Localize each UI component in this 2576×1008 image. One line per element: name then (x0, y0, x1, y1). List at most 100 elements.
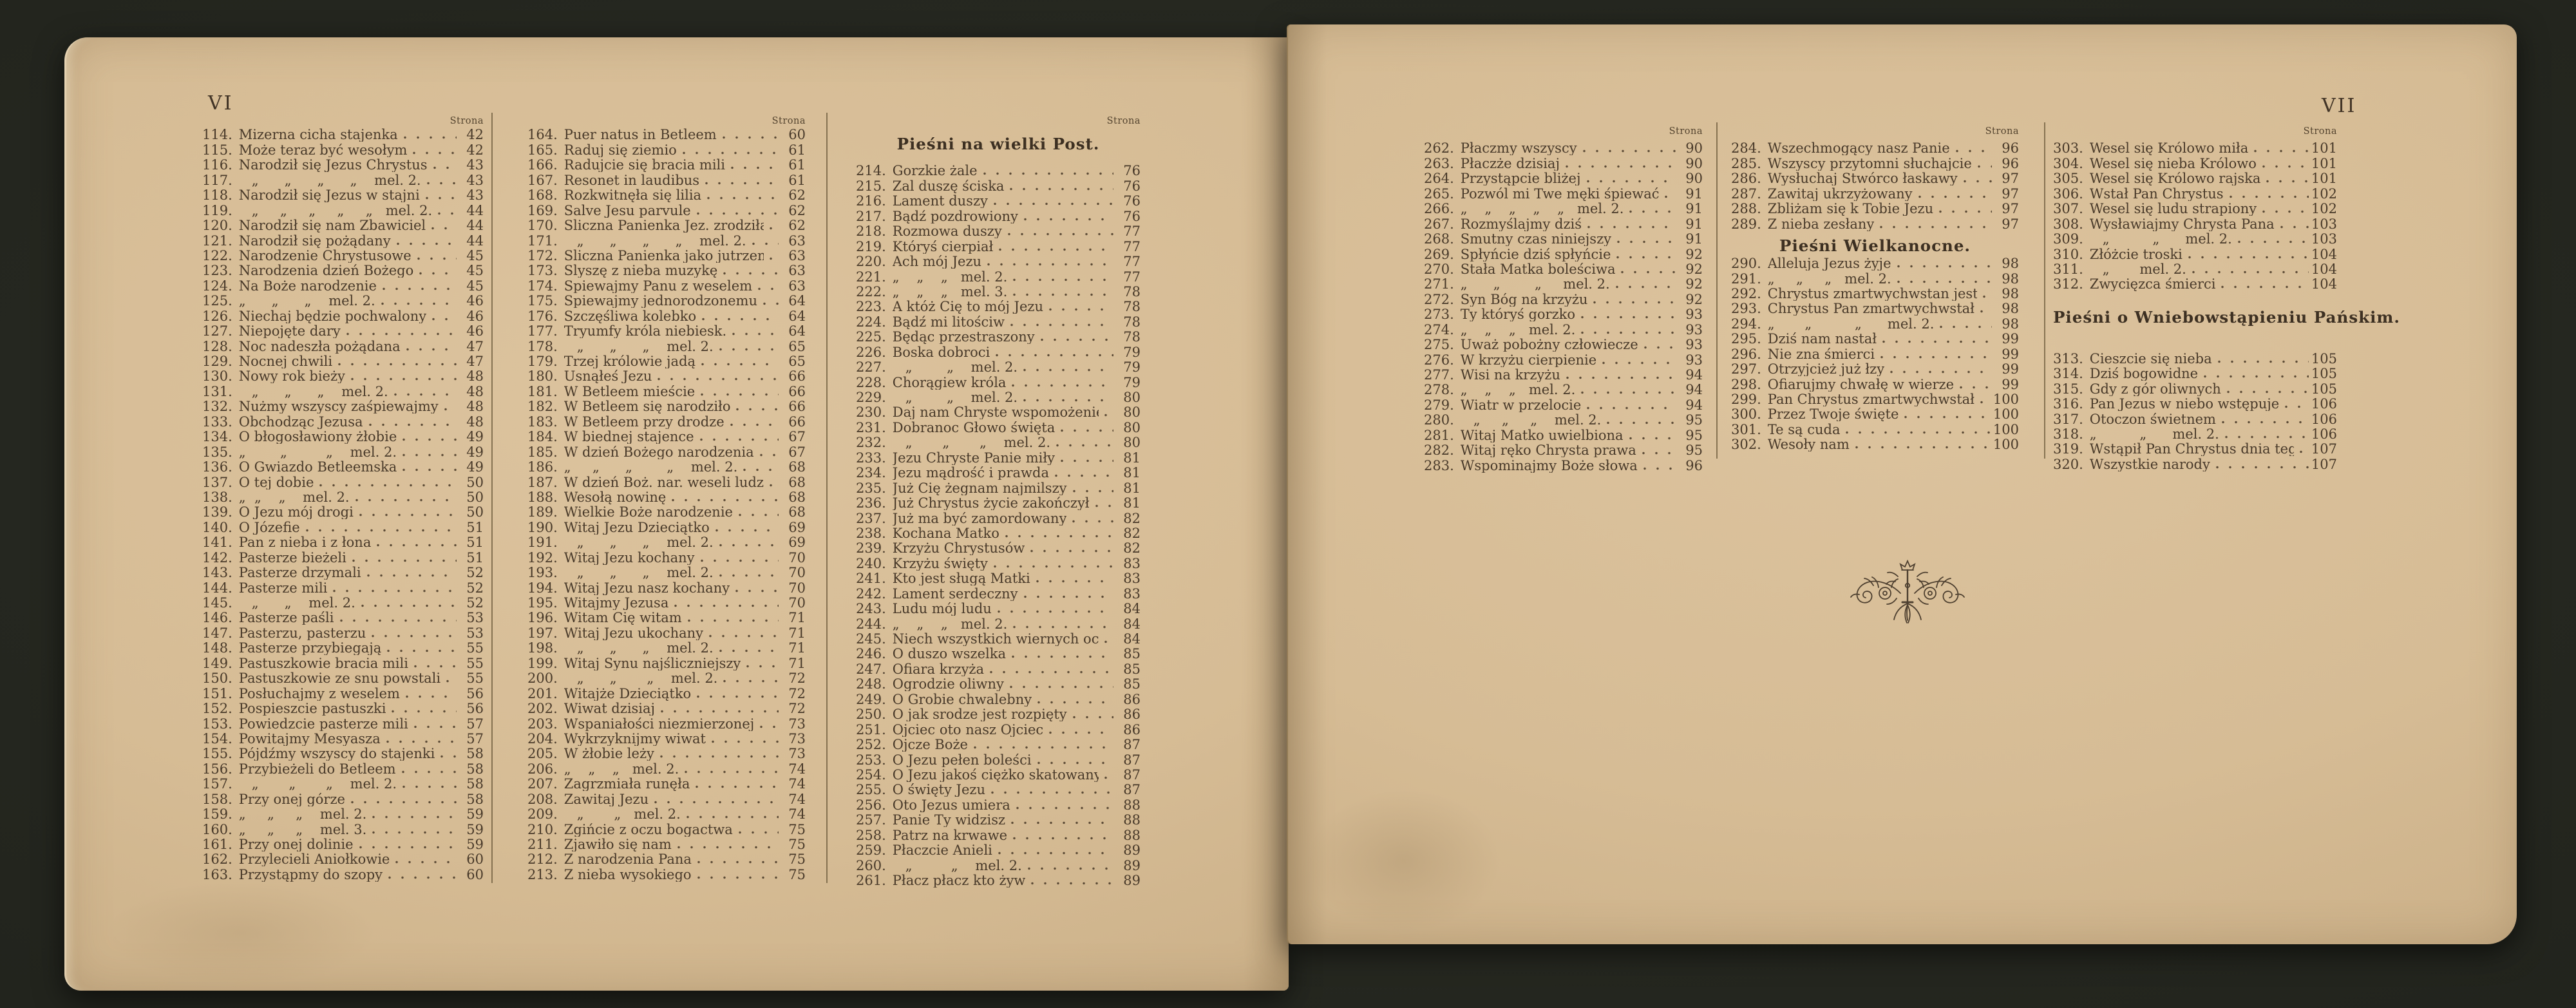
entry-title: Narodził się Jezus Chrystus (238, 158, 428, 173)
entry-page: 50 (466, 489, 484, 505)
entry-page: 92 (1685, 246, 1703, 262)
index-entry: 181. W Betleem mieście 66 (527, 383, 806, 398)
entry-page: 100 (1993, 392, 2019, 407)
entry-page: 100 (1993, 421, 2019, 437)
entry-title: Pasterze bieżeli (238, 551, 346, 565)
entry-number: 128. (202, 338, 232, 354)
dot-leader (732, 332, 779, 336)
index-entry: 256. Oto Jezus umiera 88 (856, 797, 1141, 812)
entry-title: Rozmyślajmy dziś (1460, 217, 1582, 231)
entry-page: 71 (788, 640, 806, 656)
entry-title: O Gwiazdo Betleemska (238, 461, 397, 475)
entry-title: Pan Chrystus zmartwychwstał (1767, 393, 1975, 406)
entry-number: 194. (527, 580, 558, 596)
entry-title: „ „ „ mel. 2. (1460, 414, 1602, 428)
entry-title: Wesel się nieba Królowo (2089, 157, 2257, 171)
index-entry: 215. Żal duszę ściska 76 (856, 178, 1141, 193)
dot-leader (1027, 866, 1113, 870)
entry-page: 51 (466, 535, 484, 551)
entry-title: Na Boże narodzenie (238, 279, 377, 293)
entry-title: Wysłuchaj Stwórco łaskawy (1767, 172, 1958, 186)
dot-leader (759, 453, 779, 457)
entry-title: Krzyżu Chrystusów (892, 542, 1025, 556)
index-entry: 199. Witaj Synu najśliczniejszy 71 (527, 655, 806, 670)
index-entry: 144. Pasterze mili 52 (202, 580, 484, 594)
entry-number: 135. (202, 444, 232, 460)
book-page-right: VII Strona 262. Płaczmy wszyscy 90 263. Płacz… (1287, 24, 2517, 944)
entry-title: Bądź mi litościw (892, 315, 1005, 329)
index-entry: 146. Pasterze paśli 53 (202, 610, 484, 625)
dot-leader (1617, 240, 1676, 244)
entry-title: Nocnej chwili (238, 355, 333, 368)
index-entry: 305. Wesel się Królowo rajska 101 (2053, 171, 2337, 185)
dot-leader (402, 453, 457, 457)
entry-title: Już ma być zamordowany (892, 511, 1067, 526)
index-entry: 316. Pan Jezus w niebo wstępuje 106 (2053, 396, 2337, 411)
entry-page: 63 (788, 278, 806, 294)
index-entry: 187. W dzień Boż. nar. weseli ludzie 68 (527, 474, 806, 489)
dot-leader (372, 815, 457, 819)
dot-leader (417, 256, 457, 260)
index-entry: 186. „ „ „ „ mel. 2. 68 (527, 459, 806, 474)
entry-page: 63 (788, 263, 806, 279)
entry-number: 145. (202, 595, 232, 611)
dot-leader (1040, 338, 1113, 342)
index-entry: 274. „ „ „ mel. 2. 93 (1424, 321, 1703, 336)
index-entry: 165. Raduj się ziemio 61 (527, 142, 806, 157)
dot-leader (1072, 489, 1113, 493)
strona-column-label: Strona (1985, 126, 2019, 137)
strona-column-label: Strona (1669, 126, 1703, 137)
index-entry: 271. „ „ „ mel. 2. 92 (1424, 276, 1703, 291)
entry-number: 249. (856, 691, 886, 707)
entry-title: Kochana Matko (892, 526, 999, 540)
dot-leader (1582, 149, 1676, 153)
index-entry: 273. Ty któryś gorzko 93 (1424, 307, 1703, 321)
entry-page: 83 (1123, 555, 1141, 571)
entry-number: 306. (2053, 185, 2083, 202)
index-entry: 245. Niech wszystkich wiernych oczy 84 (856, 631, 1141, 646)
entry-number: 314. (2053, 366, 2083, 382)
entry-page: 86 (1123, 691, 1141, 707)
entry-page: 91 (1685, 201, 1703, 217)
index-entry: 243. Ludu mój ludu 84 (856, 601, 1141, 616)
entry-page: 55 (466, 670, 484, 687)
index-entry: 289. Z nieba zesłany 97 (1731, 216, 2019, 231)
entry-page: 104 (2311, 246, 2337, 262)
dot-leader (987, 263, 1113, 267)
entry-number: 191. (527, 535, 558, 551)
entry-page: 107 (2311, 441, 2337, 457)
entry-title: O święty Jezu (892, 783, 985, 797)
dot-leader (719, 544, 779, 547)
entry-page: 99 (2002, 376, 2019, 392)
entry-title: Nowy rok bieży (238, 370, 345, 384)
entry-title: Płaczmy wszyscy (1460, 142, 1577, 156)
entry-number: 274. (1424, 321, 1454, 338)
dot-leader (752, 242, 779, 245)
dot-leader (401, 770, 457, 774)
index-entry: 227. „ „ mel. 2. 79 (856, 359, 1141, 374)
dot-leader (709, 634, 779, 638)
index-entry: 234. Jezu mądrość i prawda 81 (856, 465, 1141, 480)
entry-title: Te są cuda (1767, 423, 1841, 437)
entry-page: 82 (1123, 525, 1141, 541)
entry-title: Ludu mój ludu (892, 602, 992, 616)
dot-leader (2280, 225, 2309, 229)
entry-page: 98 (2002, 271, 2019, 287)
entry-number: 315. (2053, 381, 2083, 397)
entry-title: Może teraz być wesołym (238, 143, 408, 157)
entry-page: 76 (1123, 193, 1141, 209)
dot-leader (746, 664, 779, 668)
index-entry: 296. Nie zna śmierci 99 (1731, 346, 2019, 361)
entry-number: 269. (1424, 246, 1454, 262)
entry-number: 266. (1424, 201, 1454, 217)
index-entry: 294. „ „ „ mel. 2. 98 (1731, 316, 2019, 330)
dot-leader (432, 317, 457, 321)
entry-number: 245. (856, 631, 886, 647)
entry-number: 232. (856, 435, 886, 451)
strona-column-label: Strona (1106, 116, 1141, 126)
entry-page: 95 (1685, 442, 1703, 459)
index-entry: 168. Rozkwitnęła się lilia 62 (527, 187, 806, 202)
entry-number: 114. (202, 127, 232, 143)
entry-number: 150. (202, 670, 232, 687)
dot-leader (1581, 316, 1676, 319)
